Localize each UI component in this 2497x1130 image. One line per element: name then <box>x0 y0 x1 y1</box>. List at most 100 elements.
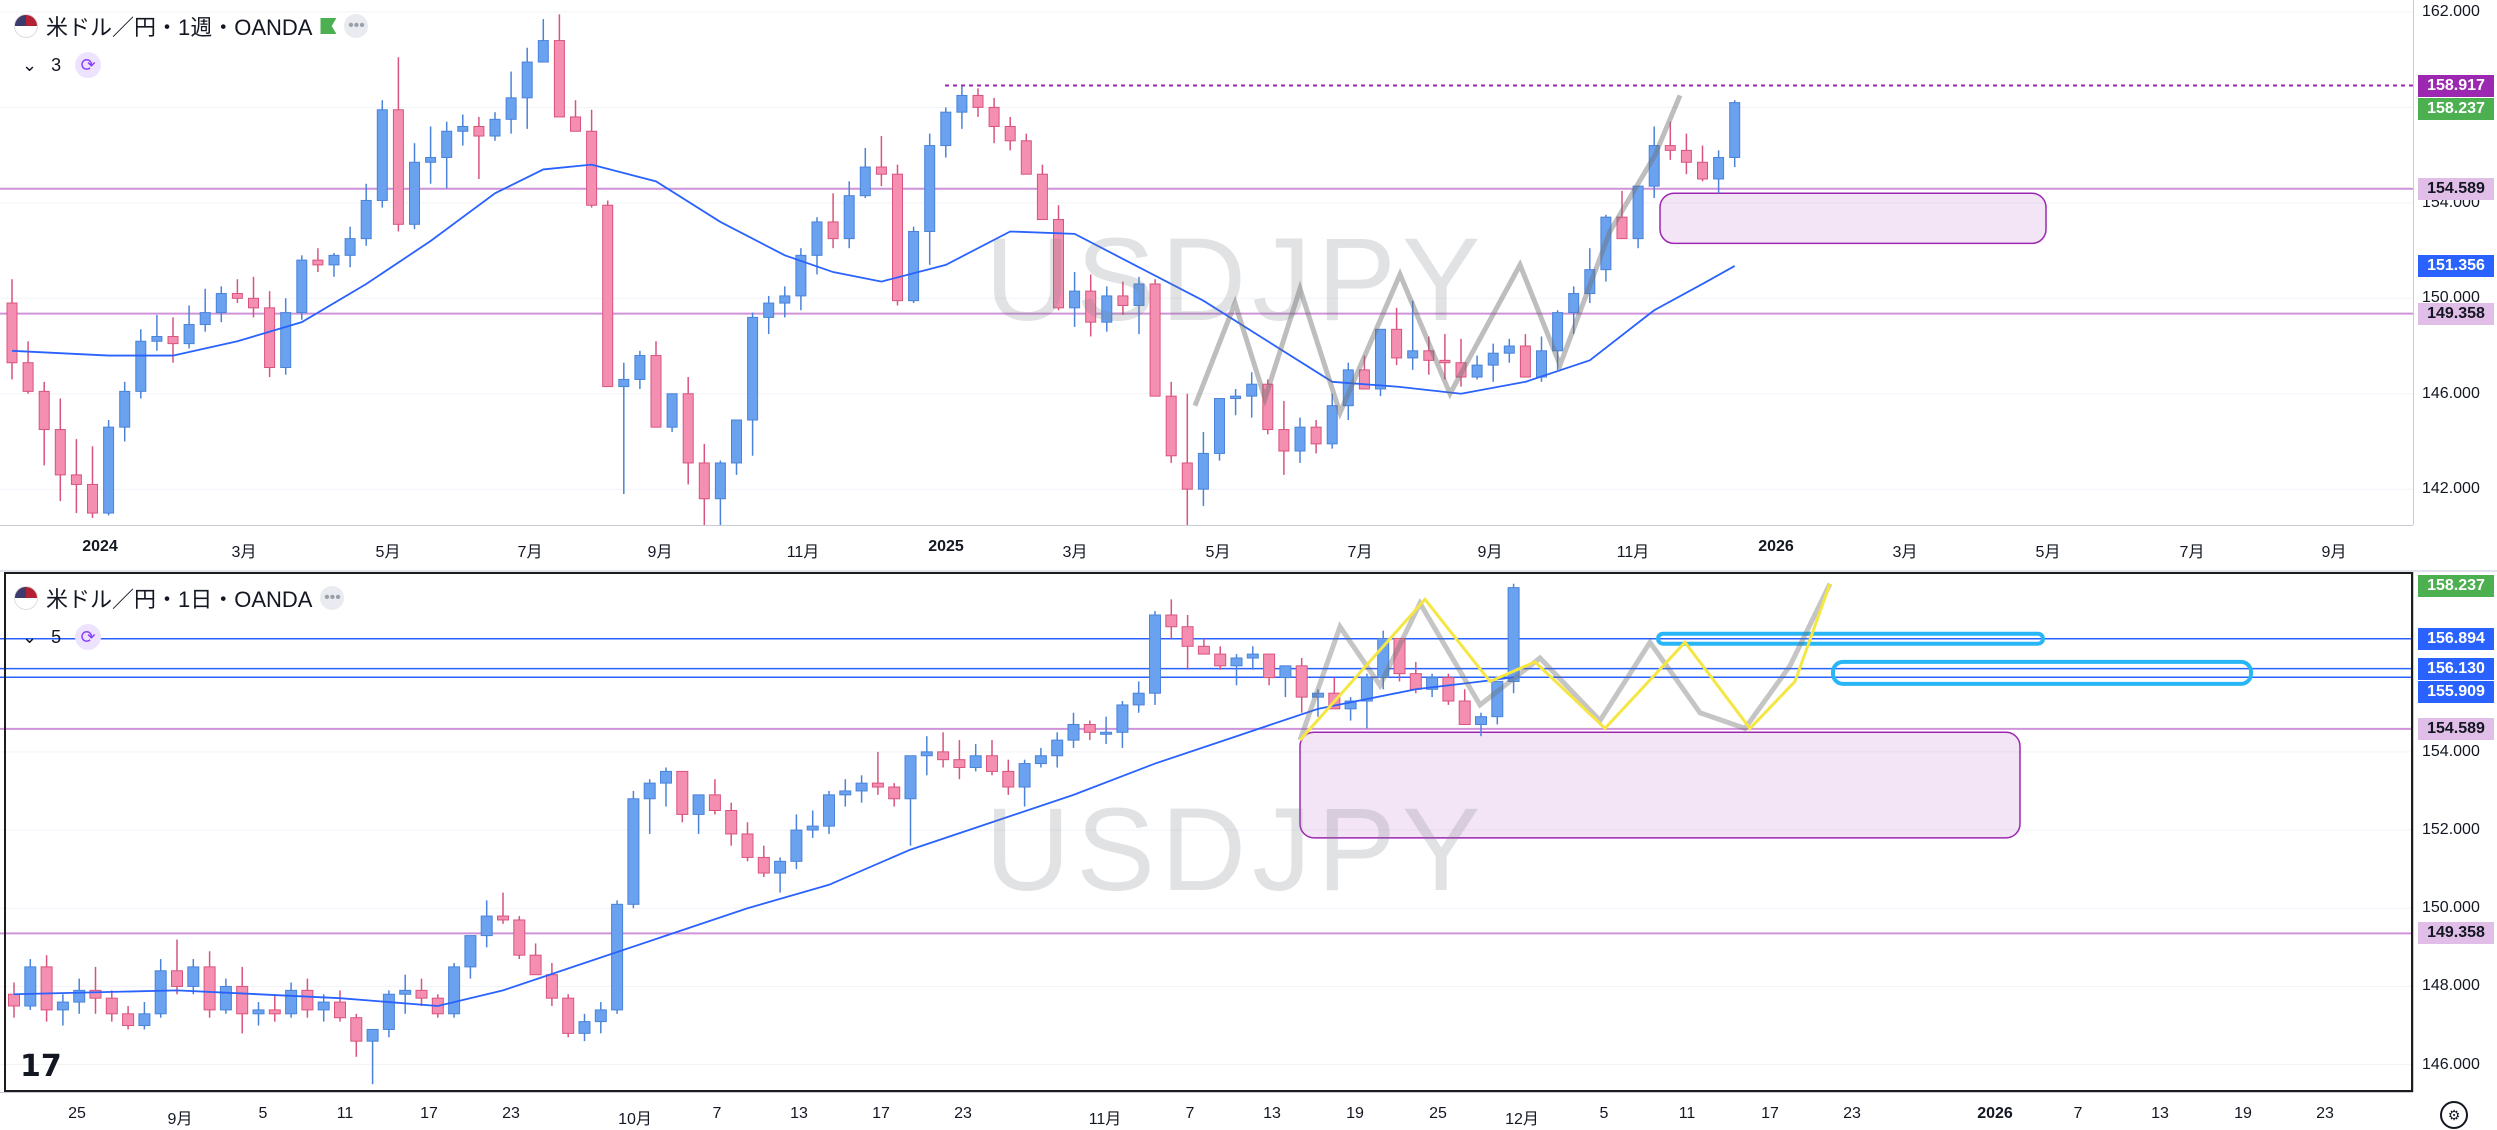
candle-body <box>87 483 98 514</box>
candle-body <box>40 966 53 1011</box>
tradingview-logo-icon[interactable]: 17 <box>20 1049 62 1084</box>
weekly-candlestick-chart[interactable] <box>0 0 2413 547</box>
projection-zigzag <box>1297 582 1833 741</box>
candle-body <box>594 1009 607 1023</box>
candle-body <box>448 966 461 1015</box>
daily-price-scale[interactable]: 154.000 152.000 150.000 148.000 146.000 158.2… <box>2413 572 2497 1092</box>
symbol-title[interactable]: 米ドル／円・1日・OANDA <box>46 587 313 612</box>
time-tick-label: 5月 <box>375 544 401 561</box>
candle-body <box>1375 328 1386 390</box>
candle-body <box>1342 369 1354 407</box>
symbol-legend[interactable]: 米ドル／円・1週・OANDA ••• <box>14 10 369 42</box>
time-tick-label: 17 <box>1761 1105 1779 1122</box>
price-tick-label: 154.000 <box>2422 742 2480 760</box>
price-tick-label: 152.000 <box>2422 821 2480 839</box>
candle-body <box>464 935 477 968</box>
indicators-toggle[interactable]: ⌄ 3 ⟳ <box>22 52 102 78</box>
price-tick-label: 148.000 <box>2422 977 2480 995</box>
candle-body <box>676 770 689 815</box>
moving-average-line <box>13 676 1514 1007</box>
market-open-flag-icon <box>320 18 337 34</box>
candle-body <box>953 759 966 768</box>
candle-body <box>89 989 102 999</box>
sync-icon[interactable]: ⟳ <box>75 52 102 78</box>
price-badge: 149.358 <box>2418 922 2494 945</box>
candle-body <box>1067 723 1080 741</box>
candle-body <box>328 254 340 266</box>
candle-body <box>643 782 656 800</box>
candle-body <box>634 355 646 380</box>
pane-separator[interactable] <box>0 570 2497 572</box>
weekly-price-scale[interactable]: 162.000158.000154.000150.000146.000142.0… <box>2413 0 2497 525</box>
chevron-down-icon[interactable]: ⌄ <box>22 54 38 75</box>
candle-body <box>682 393 694 464</box>
candle-body <box>1246 383 1258 397</box>
candle-body <box>151 335 163 342</box>
candle-body <box>708 794 721 811</box>
price-badge: 155.909 <box>2418 680 2494 703</box>
time-tick-label: 5月 <box>1205 544 1231 561</box>
indicators-toggle[interactable]: ⌄ 5 ⟳ <box>22 624 102 650</box>
price-tick-label: 146.000 <box>2422 1055 2480 1073</box>
candle-body <box>344 238 356 256</box>
symbol-legend[interactable]: 米ドル／円・1日・OANDA ••• <box>14 582 345 614</box>
candle-body <box>1069 290 1081 309</box>
time-tick-label: 5 <box>1599 1105 1609 1122</box>
candle-body <box>1214 398 1225 454</box>
candle-body <box>1149 614 1161 694</box>
sync-icon[interactable]: ⟳ <box>75 624 102 650</box>
daily-time-scale[interactable]: ⚙ 25 9月 5 11 17 23 10月 7 13 17 23 11月 7 13 19 25 12月 5 11 1… <box>0 1092 2468 1130</box>
daily-chart-pane[interactable]: USDJPY 17 米ドル／円・1日・OANDA ••• ⌄ 5 ⟳ 154.0… <box>0 572 2497 1130</box>
candle-body <box>376 109 388 201</box>
time-tick-label: 2026 <box>1977 1105 2013 1122</box>
weekly-plot-area[interactable]: USDJPY <box>0 0 2413 547</box>
candle-body <box>1018 763 1031 788</box>
more-options-icon[interactable]: ••• <box>320 586 345 610</box>
daily-plot-area[interactable]: USDJPY 17 <box>0 572 2413 1092</box>
time-tick-label: 23 <box>2316 1105 2334 1122</box>
price-badge: 154.589 <box>2418 717 2494 740</box>
candle-body <box>301 989 314 1011</box>
candle-body <box>888 786 901 800</box>
candle-body <box>1230 657 1243 667</box>
time-tick-label: 11 <box>336 1105 354 1122</box>
weekly-chart-pane[interactable]: USDJPY 米ドル／円・1週・OANDA ••• ⌄ 3 ⟳ 162.000 1… <box>0 0 2497 571</box>
time-tick-label: 10月 <box>618 1111 652 1128</box>
time-tick-label: 7 <box>1185 1105 1195 1122</box>
chevron-down-icon[interactable]: ⌄ <box>22 626 38 647</box>
candle-body <box>725 809 738 835</box>
symbol-title[interactable]: 米ドル／円・1週・OANDA <box>46 15 313 40</box>
weekly-time-scale[interactable]: 2024 3月 5月 7月 9月 11月 2025 3月 5月 7月 9月 11月 2026 3月 5月 7月… <box>0 525 2413 571</box>
candle-body <box>1116 704 1129 733</box>
candle-body <box>1616 216 1628 240</box>
candle-body <box>1503 345 1515 354</box>
candle-body <box>986 755 998 772</box>
candle-body <box>1584 269 1596 295</box>
price-badge: 151.356 <box>2418 254 2494 277</box>
candle-body <box>1455 362 1467 378</box>
candle-body <box>1360 677 1373 702</box>
candle-body <box>489 118 501 137</box>
more-options-icon[interactable]: ••• <box>344 14 369 38</box>
candle-body <box>1294 426 1306 452</box>
time-tick-label: 23 <box>502 1105 520 1122</box>
daily-candlestick-chart[interactable] <box>0 572 2413 1092</box>
candle-body <box>1568 293 1580 314</box>
candle-body <box>892 173 903 302</box>
symbol-watermark: USDJPY <box>985 784 1487 916</box>
candle-body <box>1312 692 1324 698</box>
candle-body <box>392 109 404 225</box>
time-tick-label: 13 <box>2151 1105 2169 1122</box>
candle-body <box>570 116 581 132</box>
candle-body <box>203 966 216 1011</box>
candle-body <box>1426 677 1439 690</box>
candle-body <box>187 966 200 987</box>
time-tick-label: 11月 <box>786 544 820 561</box>
time-tick-label: 5 <box>258 1105 268 1122</box>
candle-body <box>1133 283 1145 306</box>
settings-gear-icon[interactable]: ⚙ <box>2440 1101 2468 1129</box>
candle-body <box>1020 140 1032 175</box>
candle-body <box>940 111 952 147</box>
candle-body <box>871 782 884 788</box>
candle-body <box>231 293 243 299</box>
